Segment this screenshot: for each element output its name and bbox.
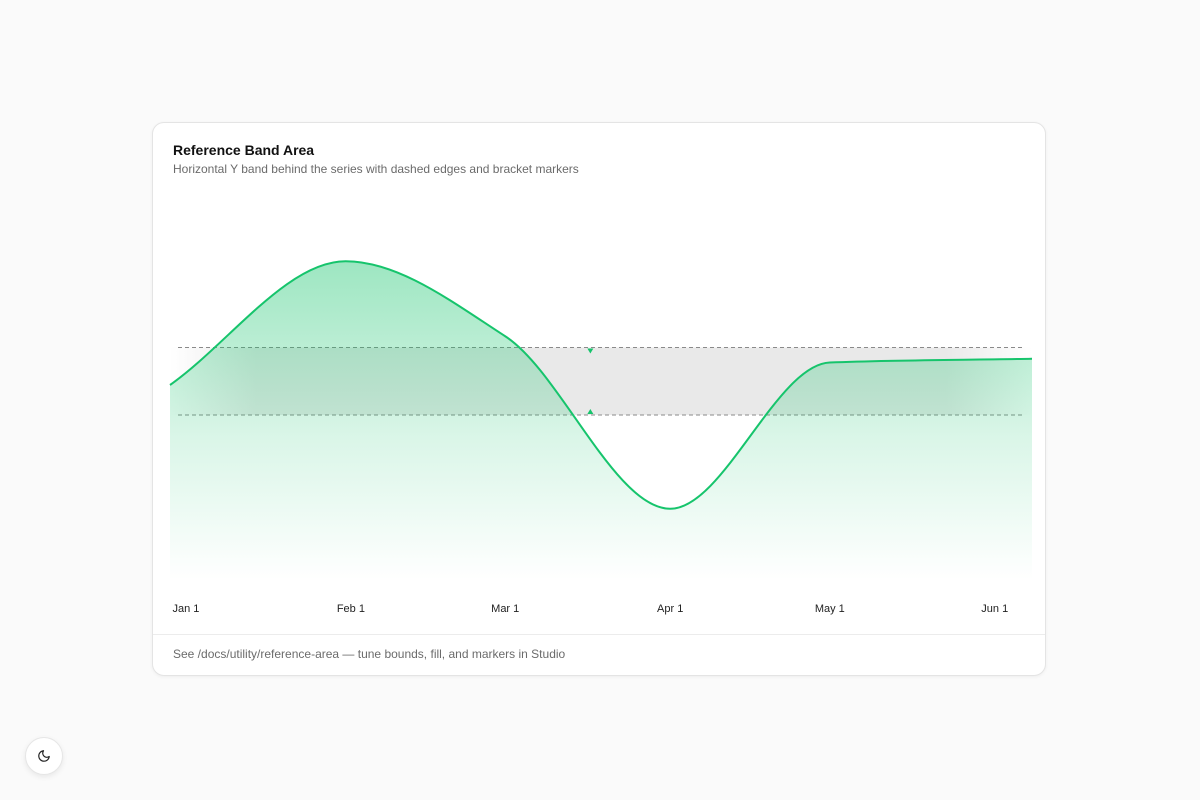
series-area-fill <box>170 261 1032 580</box>
x-tick-label: Jun 1 <box>981 603 1008 615</box>
x-tick-label: Mar 1 <box>491 603 519 615</box>
chart-card: Jan 1 Feb 1 Mar 1 Apr 1 May 1 Jun 1 Reference… <box>152 122 1046 676</box>
x-tick-label: Feb 1 <box>337 603 365 615</box>
theme-toggle-button[interactable] <box>25 737 63 775</box>
chart-area: Jan 1 Feb 1 Mar 1 Apr 1 May 1 Jun 1 <box>153 123 1047 637</box>
x-tick-label: May 1 <box>815 603 845 615</box>
band-lower-bracket-marker <box>587 409 594 414</box>
x-tick-label: Apr 1 <box>657 603 683 615</box>
series-line <box>169 260 1033 510</box>
chart-title: Reference Band Area <box>173 142 315 158</box>
x-tick-label: Jan 1 <box>173 603 200 615</box>
card-footer: See /docs/utility/reference-area — tune … <box>153 634 1045 675</box>
chart-subtitle: Horizontal Y band behind the series with… <box>173 162 579 176</box>
footer-docs-link-text: See /docs/utility/reference-area — tune … <box>173 647 566 661</box>
card-header: Reference Band Area Horizontal Y band be… <box>173 142 579 177</box>
moon-icon <box>38 750 50 762</box>
chart-svg: Jan 1 Feb 1 Mar 1 Apr 1 May 1 Jun 1 <box>169 260 1033 615</box>
band-upper-bracket-marker <box>587 348 594 354</box>
